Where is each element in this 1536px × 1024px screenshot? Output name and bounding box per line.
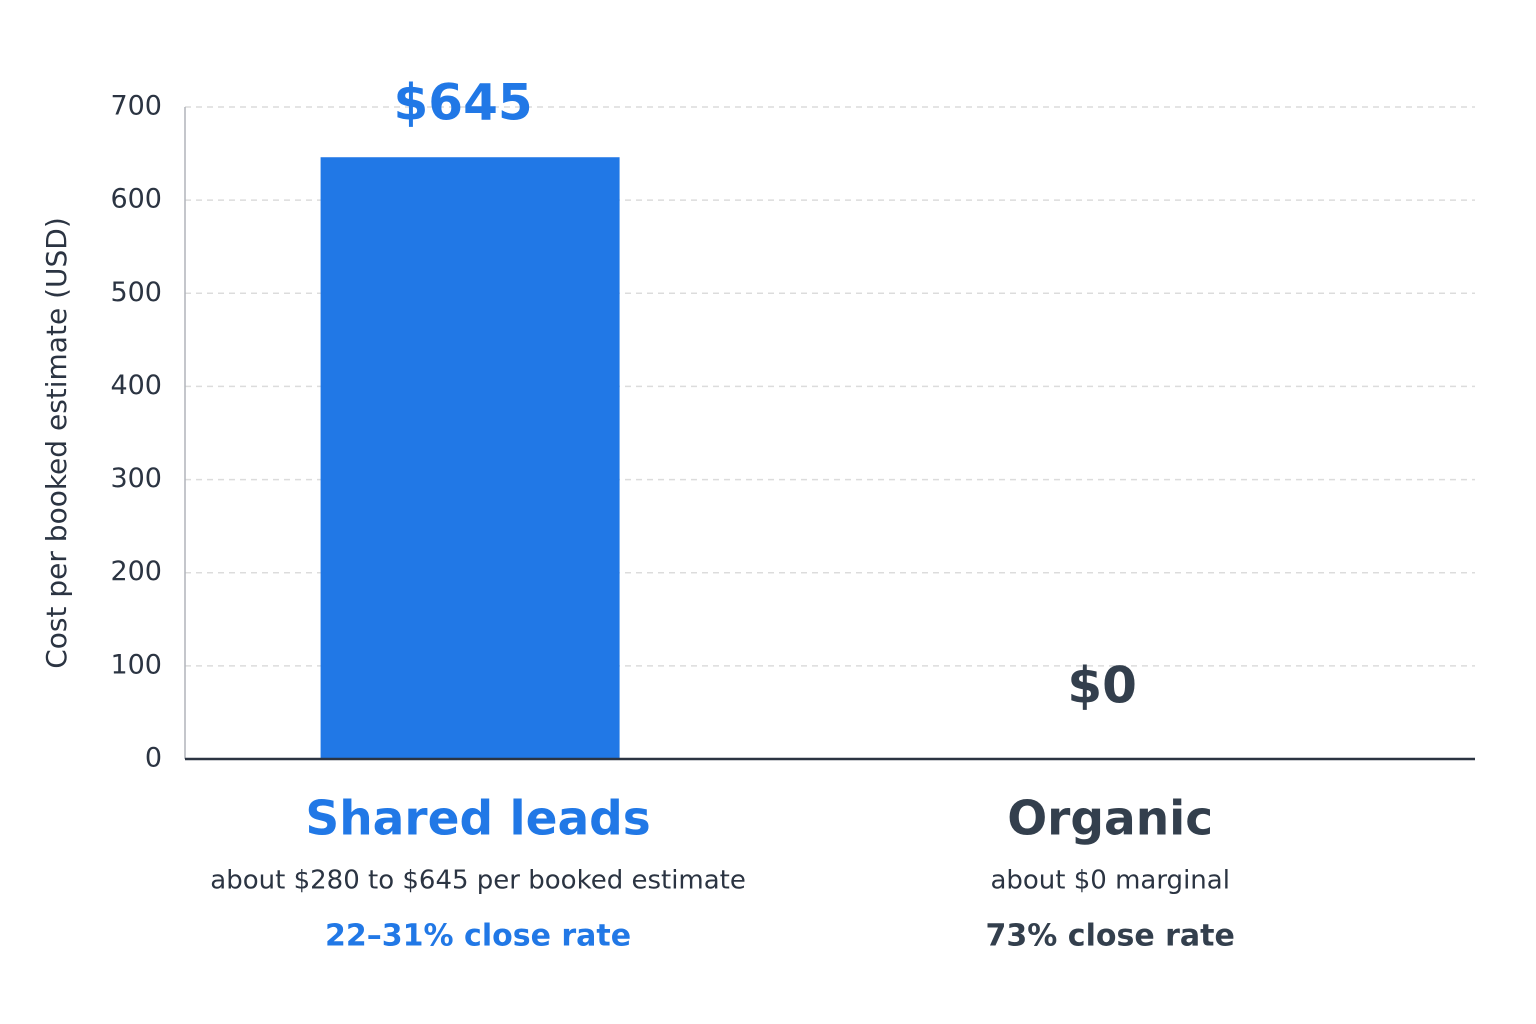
value-label: $0 xyxy=(1067,657,1137,715)
y-tick-label: 400 xyxy=(110,370,162,401)
y-tick-label: 300 xyxy=(110,463,162,494)
y-tick-label: 700 xyxy=(110,91,162,122)
category-note: about $280 to $645 per booked estimate xyxy=(210,866,746,896)
close-rate: 73% close rate xyxy=(986,919,1235,954)
category-label: Organic xyxy=(1007,792,1213,847)
close-rate: 22–31% close rate xyxy=(325,919,631,954)
bar xyxy=(320,157,620,760)
y-axis-label: Cost per booked estimate (USD) xyxy=(40,217,73,669)
y-tick-label: 600 xyxy=(110,184,162,215)
y-tick-label: 0 xyxy=(145,743,162,774)
value-label: $645 xyxy=(394,74,533,132)
category-label: Shared leads xyxy=(305,792,650,847)
category-note: about $0 marginal xyxy=(990,866,1229,896)
y-tick-label: 500 xyxy=(110,277,162,308)
y-tick-label: 100 xyxy=(110,649,162,680)
y-tick-label: 200 xyxy=(110,556,162,587)
